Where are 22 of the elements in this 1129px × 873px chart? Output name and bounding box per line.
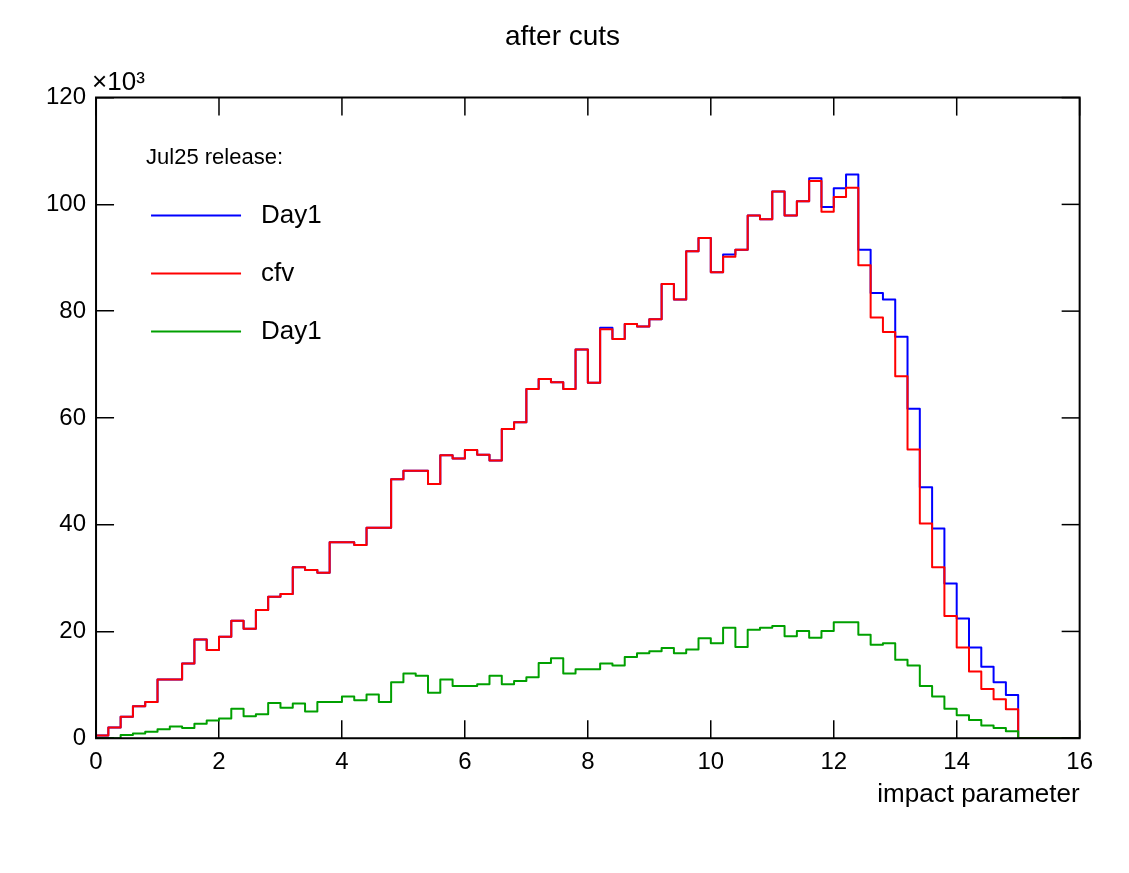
y-tick-label: 40 [59, 509, 87, 537]
y-tick-label: 0 [72, 722, 87, 750]
y-tick-label: 60 [59, 402, 87, 430]
legend-title: Jul25 release: [146, 143, 284, 169]
x-tick-label: 8 [581, 747, 595, 775]
x-tick-label: 10 [697, 747, 725, 775]
legend-label: Day1 [261, 314, 322, 345]
x-tick-label: 14 [943, 747, 971, 775]
x-axis-title: impact parameter [877, 778, 1080, 809]
y-tick-label: 100 [46, 188, 87, 216]
x-tick-label: 16 [1066, 747, 1093, 775]
y-tick-label: 80 [59, 295, 87, 323]
x-tick-label: 6 [458, 747, 472, 775]
x-tick-label: 12 [820, 747, 848, 775]
legend-label: cfv [261, 256, 295, 287]
chart-title: after cuts [504, 19, 621, 51]
x-tick-label: 2 [212, 747, 226, 775]
y-tick-label: 20 [59, 616, 87, 644]
text: ×10³ [92, 65, 146, 96]
y-tick-label: 120 [46, 82, 87, 110]
x-tick-label: 4 [335, 747, 349, 775]
legend-label: Day1 [261, 198, 322, 229]
